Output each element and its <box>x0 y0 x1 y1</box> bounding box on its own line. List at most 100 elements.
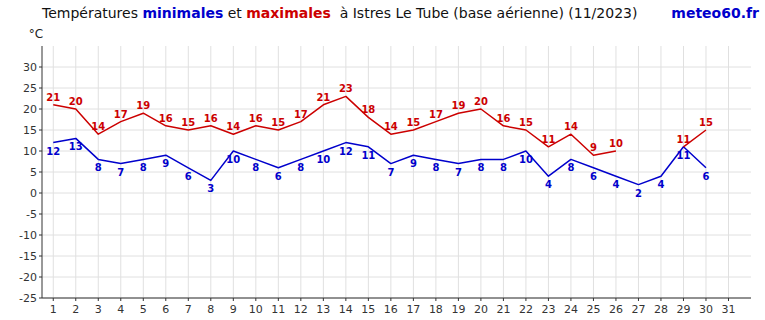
data-label: 14 <box>226 121 240 132</box>
data-label: 8 <box>297 162 304 173</box>
x-tick-label: 11 <box>271 303 285 316</box>
data-label: 13 <box>69 141 83 152</box>
x-tick <box>660 298 661 301</box>
data-label: 6 <box>185 171 192 182</box>
data-label: 4 <box>545 179 552 190</box>
x-tick <box>548 298 549 301</box>
axes: -25-20-15-10-505101520253012345678910111… <box>19 46 751 316</box>
grid-line-y <box>42 256 751 257</box>
y-tick <box>39 109 42 110</box>
x-tick <box>705 298 706 301</box>
data-label: 11 <box>541 134 555 145</box>
data-label: 14 <box>384 121 398 132</box>
x-tick <box>525 298 526 301</box>
data-label: 8 <box>500 162 507 173</box>
y-tick <box>39 172 42 173</box>
data-label: 8 <box>140 162 147 173</box>
data-label: 12 <box>339 146 353 157</box>
x-tick-label: 2 <box>72 303 79 316</box>
grid-line-x <box>548 46 549 298</box>
y-tick-label: 5 <box>30 166 37 179</box>
x-tick-label: 14 <box>339 303 353 316</box>
title-series-name: minimales <box>142 5 223 21</box>
data-label: 9 <box>162 158 169 169</box>
grid-line-x <box>210 46 211 298</box>
data-labels: 1213878963108681012117987881048642411621… <box>46 83 713 198</box>
y-tick <box>39 235 42 236</box>
x-tick <box>210 298 211 301</box>
x-tick <box>728 298 729 301</box>
annotation: meteo60.fr <box>671 5 759 21</box>
x-tick-label: 9 <box>230 303 237 316</box>
x-tick-label: 22 <box>519 303 533 316</box>
grid <box>42 46 751 298</box>
grid-line-x <box>728 46 729 298</box>
y-tick <box>39 256 42 257</box>
x-tick-label: 13 <box>316 303 330 316</box>
x-tick <box>480 298 481 301</box>
x-tick <box>98 298 99 301</box>
x-tick <box>615 298 616 301</box>
y-tick-label: 15 <box>23 124 37 137</box>
data-label: 12 <box>46 146 60 157</box>
y-tick-label: -15 <box>19 250 37 263</box>
data-label: 21 <box>46 92 60 103</box>
x-tick <box>435 298 436 301</box>
y-tick <box>39 88 42 89</box>
x-tick-label: 6 <box>162 303 169 316</box>
data-label: 8 <box>252 162 259 173</box>
x-tick <box>53 298 54 301</box>
x-tick-label: 1 <box>50 303 57 316</box>
grid-line-x <box>525 46 526 298</box>
x-tick-label: 24 <box>564 303 578 316</box>
data-label: 10 <box>519 154 533 165</box>
x-tick-label: 28 <box>654 303 668 316</box>
data-label: 10 <box>609 138 623 149</box>
data-label: 6 <box>702 171 709 182</box>
data-label: 8 <box>95 162 102 173</box>
data-label: 16 <box>159 113 173 124</box>
grid-line-y <box>42 298 751 299</box>
chart: -25-20-15-10-505101520253012345678910111… <box>0 0 765 320</box>
series-line <box>53 96 706 155</box>
x-tick-label: 15 <box>361 303 375 316</box>
data-label: 14 <box>91 121 105 132</box>
data-label: 11 <box>677 134 691 145</box>
x-tick-label: 19 <box>451 303 465 316</box>
y-tick-label: -5 <box>26 208 37 221</box>
x-tick-label: 5 <box>140 303 147 316</box>
x-tick-label: 17 <box>406 303 420 316</box>
x-tick <box>323 298 324 301</box>
x-tick <box>188 298 189 301</box>
data-label: 10 <box>226 154 240 165</box>
data-label: 16 <box>496 113 510 124</box>
x-tick <box>458 298 459 301</box>
data-label: 21 <box>316 92 330 103</box>
x-tick <box>255 298 256 301</box>
x-axis-line <box>42 298 751 299</box>
y-tick <box>39 67 42 68</box>
x-tick <box>368 298 369 301</box>
x-tick-label: 25 <box>586 303 600 316</box>
x-tick <box>503 298 504 301</box>
grid-line-x <box>323 46 324 298</box>
x-tick-label: 21 <box>496 303 510 316</box>
data-label: 4 <box>612 179 619 190</box>
x-tick <box>120 298 121 301</box>
grid-line-y <box>42 235 751 236</box>
data-label: 14 <box>564 121 578 132</box>
grid-line-x <box>638 46 639 298</box>
data-label: 16 <box>204 113 218 124</box>
grid-line-y <box>42 67 751 68</box>
data-label: 2 <box>635 188 642 199</box>
grid-line-y <box>42 277 751 278</box>
x-tick <box>638 298 639 301</box>
data-label: 11 <box>361 150 375 161</box>
x-tick-label: 18 <box>429 303 443 316</box>
grid-line-y <box>42 214 751 215</box>
data-label: 3 <box>207 183 214 194</box>
x-tick-label: 26 <box>609 303 623 316</box>
y-tick <box>39 130 42 131</box>
y-tick <box>39 214 42 215</box>
x-tick-label: 16 <box>384 303 398 316</box>
